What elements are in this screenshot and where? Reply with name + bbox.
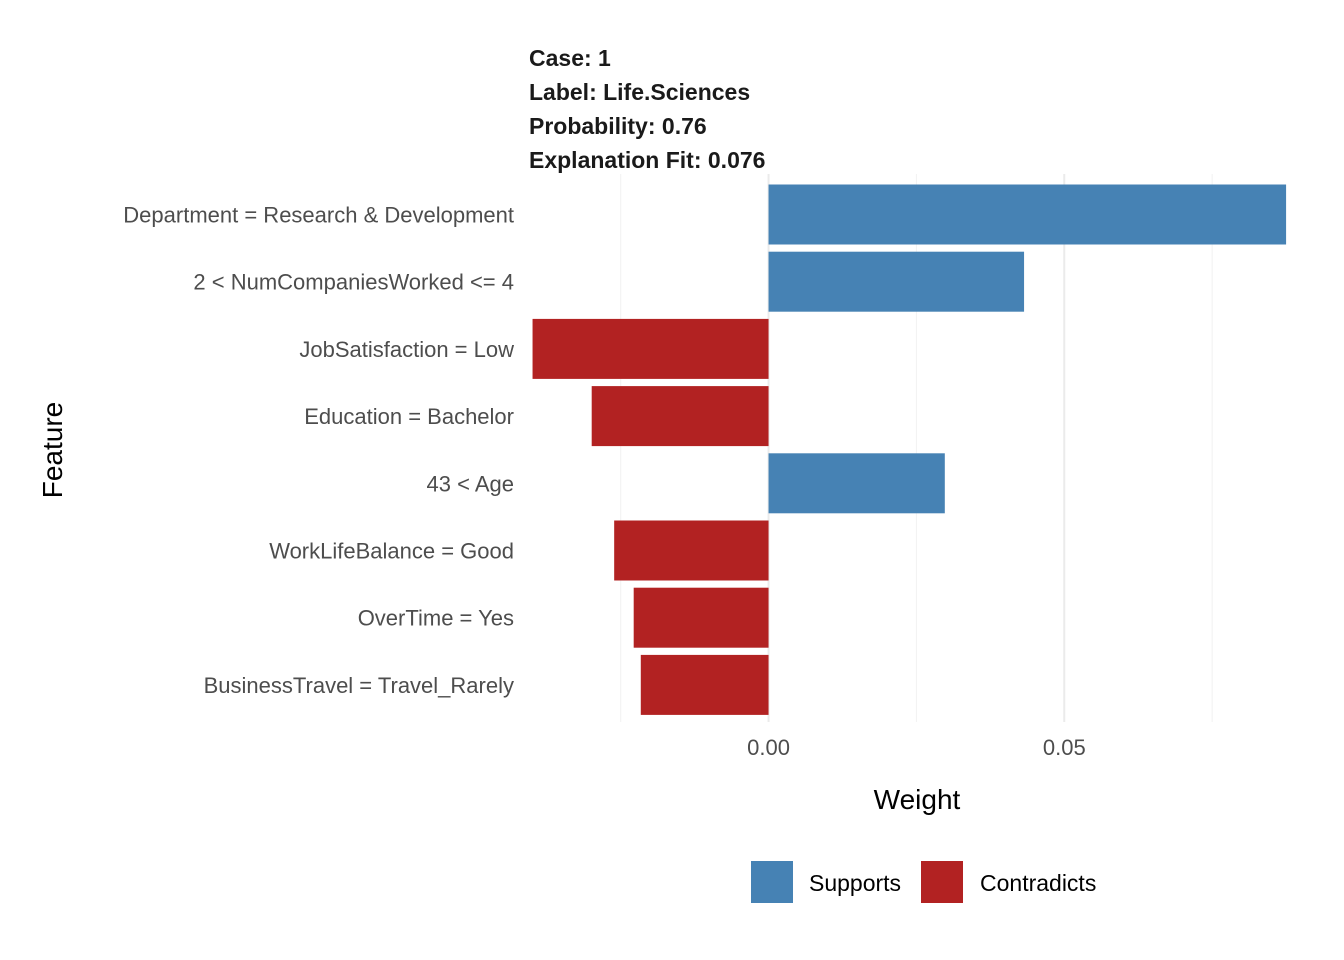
- bar-6: [614, 520, 769, 581]
- y-tick-label: Department = Research & Development: [123, 203, 514, 228]
- bar-7: [633, 587, 769, 648]
- bar-8: [640, 654, 769, 715]
- y-tick-label: 43 < Age: [427, 471, 514, 496]
- chart-title: Case: 1 Label: Life.Sciences Probability: …: [529, 45, 765, 173]
- bar-5: [768, 453, 945, 514]
- legend: Supports Contradicts: [751, 861, 1096, 903]
- title-line-1: Case: 1: [529, 45, 611, 71]
- legend-label-contradicts: Contradicts: [980, 870, 1096, 896]
- y-axis-title: Feature: [37, 402, 68, 499]
- legend-key-contradicts: [921, 861, 963, 903]
- bar-2: [768, 251, 1025, 312]
- legend-key-supports: [751, 861, 793, 903]
- y-tick-label: WorkLifeBalance = Good: [269, 539, 514, 564]
- title-line-3: Probability: 0.76: [529, 113, 707, 139]
- y-tick-label: 2 < NumCompaniesWorked <= 4: [193, 270, 514, 295]
- title-line-2: Label: Life.Sciences: [529, 79, 750, 105]
- y-tick-label: OverTime = Yes: [358, 606, 514, 631]
- y-tick-labels: Department = Research & Development 2 < N…: [123, 203, 514, 698]
- bar-1: [768, 184, 1287, 245]
- title-line-4: Explanation Fit: 0.076: [529, 147, 765, 173]
- bar-3: [532, 318, 769, 379]
- legend-label-supports: Supports: [809, 870, 901, 896]
- x-tick-label: 0.05: [1043, 735, 1086, 760]
- x-tick-label: 0.00: [747, 735, 790, 760]
- bar-4: [591, 386, 769, 447]
- y-tick-label: JobSatisfaction = Low: [299, 337, 514, 362]
- x-axis-title: Weight: [874, 784, 961, 815]
- y-tick-label: Education = Bachelor: [304, 404, 514, 429]
- x-tick-labels: 0.00 0.05: [747, 735, 1086, 760]
- y-tick-label: BusinessTravel = Travel_Rarely: [204, 673, 514, 698]
- bars: [532, 184, 1287, 715]
